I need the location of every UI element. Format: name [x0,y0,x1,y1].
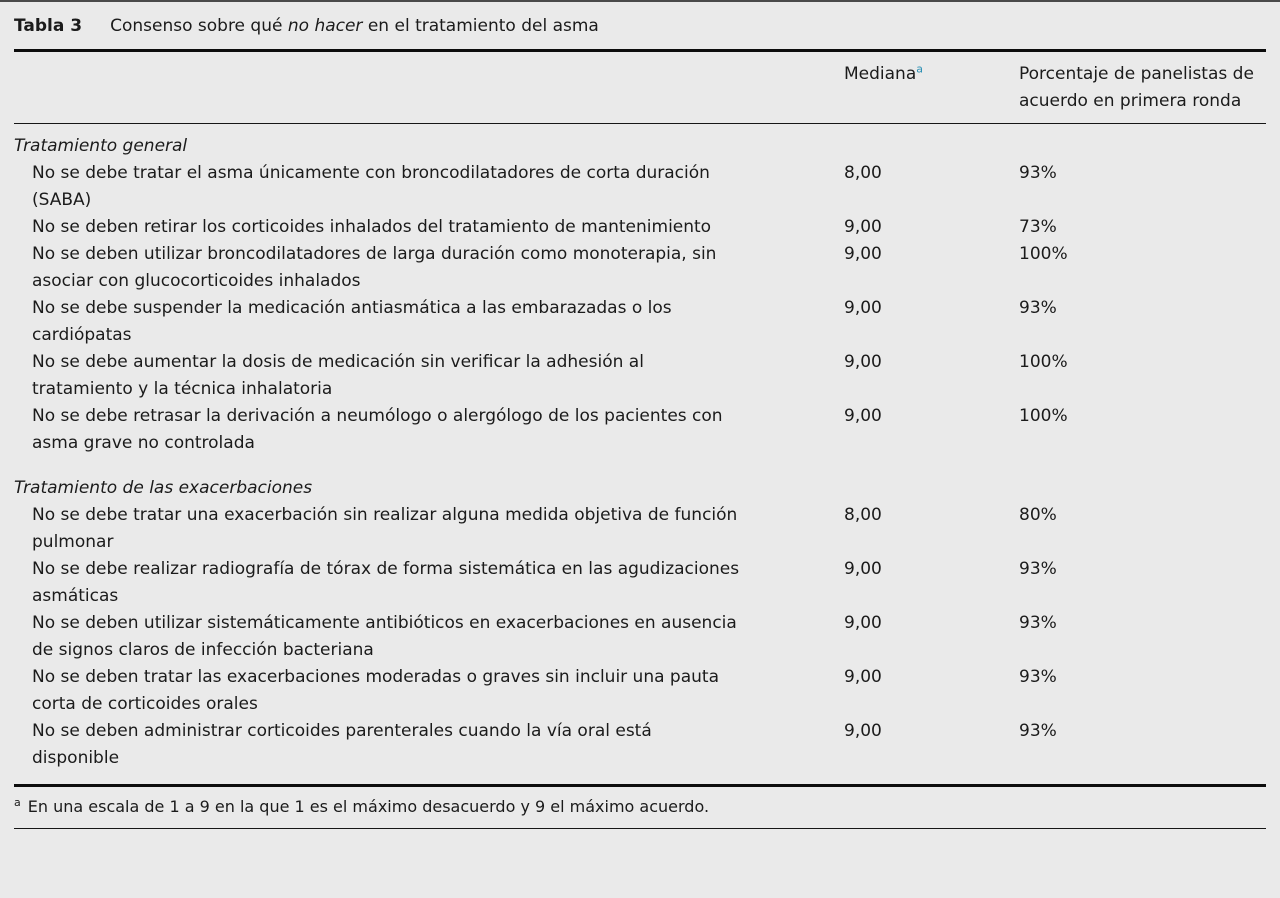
footnote-marker-a: a [14,795,21,809]
mediana-value: 9,00 [844,667,882,687]
mediana-value: 9,00 [844,721,882,741]
table-row: No se deben tratar las exacerbaciones mo… [14,664,1266,718]
footnote-marker-a: a [916,62,923,76]
mediana-value: 8,00 [844,505,882,525]
footnote-text: En una escala de 1 a 9 en la que 1 es el… [27,797,710,816]
recommendation-text: No se deben utilizar sistemáticamente an… [32,613,737,660]
mediana-value: 9,00 [844,352,882,372]
section-title: Tratamiento general [14,136,188,156]
percentage-value: 93% [1019,613,1057,633]
table-label: Tabla 3 [14,16,83,36]
percentage-value: 100% [1019,352,1068,372]
recommendation-text: No se deben utilizar broncodilatadores d… [32,244,717,291]
table-caption: Consenso sobre qué no hacer en el tratam… [110,14,599,38]
table-row: No se debe realizar radiografía de tórax… [14,556,1266,610]
table-row: No se deben retirar los corticoides inha… [14,214,1266,241]
caption-text: Consenso sobre qué [110,16,288,36]
recommendation-text: No se deben administrar corticoides pare… [32,721,652,768]
section-title: Tratamiento de las exacerbaciones [14,478,313,498]
section-header-row: Tratamiento general [14,124,1266,161]
percentage-value: 93% [1019,667,1057,687]
table-row: No se deben administrar corticoides pare… [14,718,1266,786]
table-row: No se debe suspender la medicación antia… [14,295,1266,349]
table-row: No se deben utilizar broncodilatadores d… [14,241,1266,295]
mediana-value: 9,00 [844,613,882,633]
recommendation-text: No se debe suspender la medicación antia… [32,298,672,345]
percentage-value: 73% [1019,217,1057,237]
percentage-value: 93% [1019,298,1057,318]
recommendation-text: No se deben retirar los corticoides inha… [32,217,712,237]
table-row: No se debe tratar una exacerbación sin r… [14,502,1266,556]
mediana-value: 9,00 [844,244,882,264]
table-title-row: Tabla 3 Consenso sobre qué no hacer en e… [14,2,1266,52]
col-header-porcentaje: Porcentaje de panelistas de acuerdo en p… [1019,52,1266,124]
consensus-table: Medianaa Porcentaje de panelistas de acu… [14,52,1266,787]
col-header-mediana: Medianaa [844,52,1019,124]
table-footnote: a En una escala de 1 a 9 en la que 1 es e… [14,787,1266,829]
mediana-value: 9,00 [844,298,882,318]
section-header-row: Tratamiento de las exacerbaciones [14,457,1266,502]
percentage-value: 100% [1019,406,1068,426]
mediana-value: 8,00 [844,163,882,183]
caption-italic-text: no hacer [287,16,363,36]
recommendation-text: No se debe aumentar la dosis de medicaci… [32,352,644,399]
col-header-empty [14,52,844,124]
percentage-value: 93% [1019,721,1057,741]
table-row: No se debe tratar el asma únicamente con… [14,160,1266,214]
percentage-value: 80% [1019,505,1057,525]
recommendation-text: No se debe tratar el asma únicamente con… [32,163,710,210]
recommendation-text: No se debe realizar radiografía de tórax… [32,559,740,606]
table-row: No se debe aumentar la dosis de medicaci… [14,349,1266,403]
mediana-header-label: Mediana [844,64,917,84]
mediana-value: 9,00 [844,559,882,579]
mediana-value: 9,00 [844,217,882,237]
caption-text: en el tratamiento del asma [362,16,599,36]
table-row: No se debe retrasar la derivación a neum… [14,403,1266,457]
header-row: Medianaa Porcentaje de panelistas de acu… [14,52,1266,124]
recommendation-text: No se debe retrasar la derivación a neum… [32,406,723,453]
table-row: No se deben utilizar sistemáticamente an… [14,610,1266,664]
mediana-value: 9,00 [844,406,882,426]
recommendation-text: No se debe tratar una exacerbación sin r… [32,505,738,552]
percentage-value: 93% [1019,163,1057,183]
percentage-value: 100% [1019,244,1068,264]
recommendation-text: No se deben tratar las exacerbaciones mo… [32,667,719,714]
percentage-value: 93% [1019,559,1057,579]
